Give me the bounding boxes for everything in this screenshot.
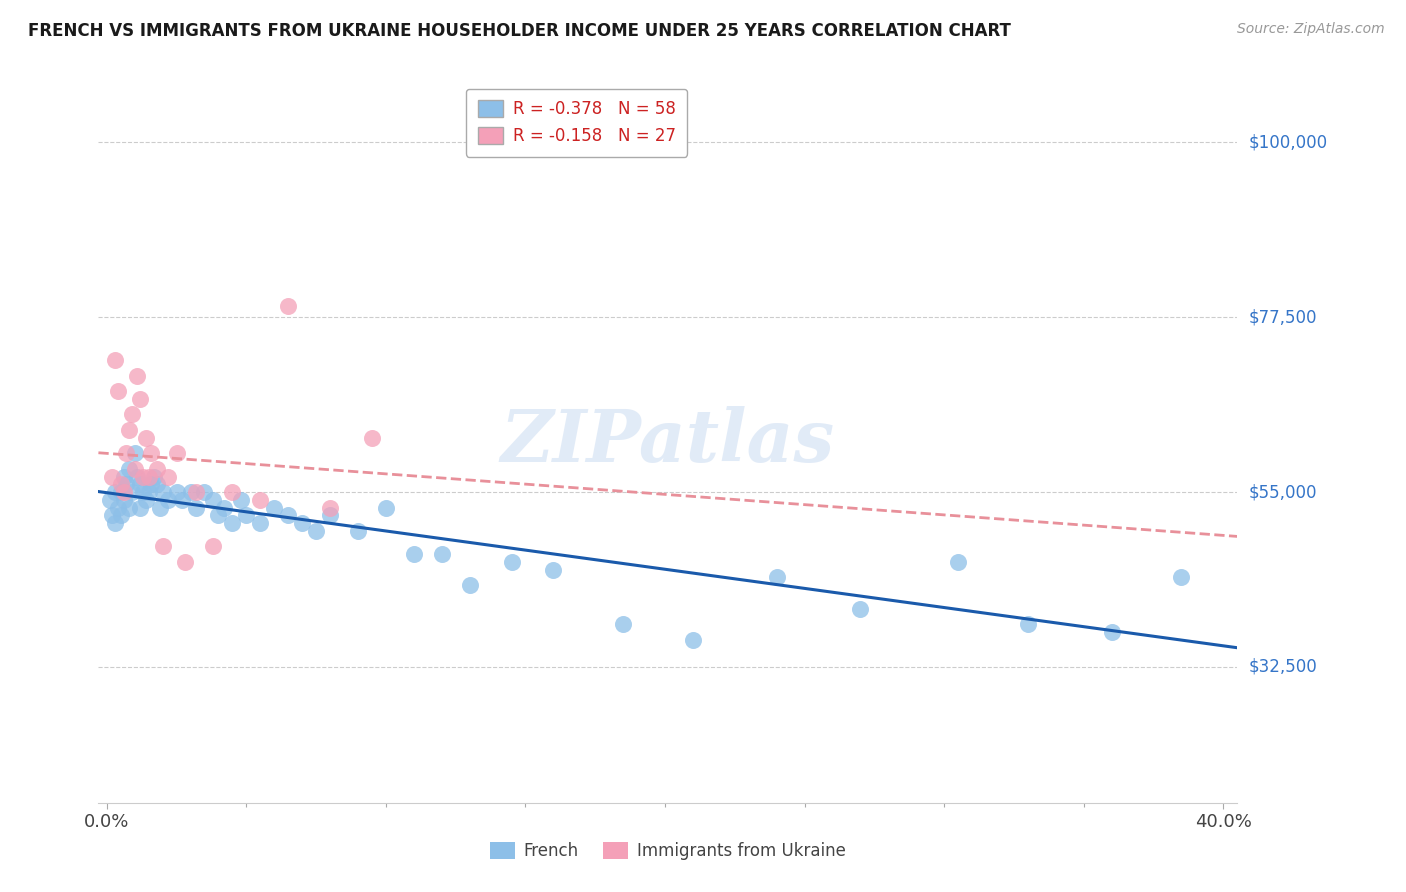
Point <box>229 492 252 507</box>
Point <box>1017 617 1039 632</box>
Point <box>249 492 271 507</box>
Text: ZIPatlas: ZIPatlas <box>501 406 835 477</box>
Point <box>319 500 342 515</box>
Point <box>124 446 146 460</box>
Point <box>319 508 342 523</box>
Text: $100,000: $100,000 <box>1249 134 1327 152</box>
Point <box>1101 624 1123 639</box>
Point <box>146 461 169 475</box>
Point <box>132 469 155 483</box>
Point <box>166 485 188 500</box>
Point <box>221 516 243 530</box>
Point <box>121 408 143 422</box>
Point <box>115 446 138 460</box>
Point <box>110 508 132 523</box>
Point <box>110 477 132 491</box>
Point <box>193 485 215 500</box>
Point <box>235 508 257 523</box>
Point <box>402 547 425 561</box>
Point <box>374 500 396 515</box>
Point <box>184 485 207 500</box>
Point <box>946 555 969 569</box>
Point <box>129 477 152 491</box>
Text: FRENCH VS IMMIGRANTS FROM UKRAINE HOUSEHOLDER INCOME UNDER 25 YEARS CORRELATION : FRENCH VS IMMIGRANTS FROM UKRAINE HOUSEH… <box>28 22 1011 40</box>
Point <box>118 461 141 475</box>
Point <box>138 485 160 500</box>
Point <box>135 492 157 507</box>
Point <box>277 299 299 313</box>
Point <box>152 540 174 554</box>
Point <box>141 477 163 491</box>
Point <box>157 469 180 483</box>
Point <box>1170 570 1192 584</box>
Point <box>132 485 155 500</box>
Point <box>112 492 135 507</box>
Point <box>201 540 224 554</box>
Point <box>305 524 328 538</box>
Point <box>543 563 565 577</box>
Point <box>112 469 135 483</box>
Text: Source: ZipAtlas.com: Source: ZipAtlas.com <box>1237 22 1385 37</box>
Point <box>249 516 271 530</box>
Point <box>112 485 135 500</box>
Point <box>184 500 207 515</box>
Point <box>157 492 180 507</box>
Text: $77,500: $77,500 <box>1249 309 1317 326</box>
Point <box>612 617 634 632</box>
Point <box>172 492 194 507</box>
Point <box>277 508 299 523</box>
Point <box>221 485 243 500</box>
Point <box>152 485 174 500</box>
Point <box>291 516 314 530</box>
Point <box>127 368 149 383</box>
Point <box>135 431 157 445</box>
Point <box>166 446 188 460</box>
Point <box>458 578 481 592</box>
Point <box>682 632 704 647</box>
Point <box>765 570 787 584</box>
Point <box>104 485 127 500</box>
Point <box>361 431 384 445</box>
Point <box>138 469 160 483</box>
Point <box>110 485 132 500</box>
Point <box>263 500 285 515</box>
Point <box>849 601 872 615</box>
Point <box>141 446 163 460</box>
Point <box>129 392 152 406</box>
Point <box>430 547 453 561</box>
Point <box>107 500 129 515</box>
Point <box>118 500 141 515</box>
Point <box>212 500 235 515</box>
Point <box>347 524 370 538</box>
Point <box>104 516 127 530</box>
Text: $55,000: $55,000 <box>1249 483 1317 501</box>
Point <box>129 500 152 515</box>
Point <box>118 423 141 437</box>
Point <box>501 555 523 569</box>
Point <box>143 469 166 483</box>
Point <box>121 485 143 500</box>
Point <box>101 508 124 523</box>
Point <box>180 485 202 500</box>
Point <box>201 492 224 507</box>
Point <box>115 477 138 491</box>
Point <box>149 500 172 515</box>
Point <box>207 508 229 523</box>
Point <box>124 461 146 475</box>
Point <box>127 469 149 483</box>
Point <box>101 469 124 483</box>
Point <box>174 555 197 569</box>
Legend: French, Immigrants from Ukraine: French, Immigrants from Ukraine <box>484 835 852 867</box>
Point <box>107 384 129 398</box>
Point <box>146 477 169 491</box>
Point <box>98 492 121 507</box>
Point <box>104 353 127 368</box>
Text: $32,500: $32,500 <box>1249 657 1317 676</box>
